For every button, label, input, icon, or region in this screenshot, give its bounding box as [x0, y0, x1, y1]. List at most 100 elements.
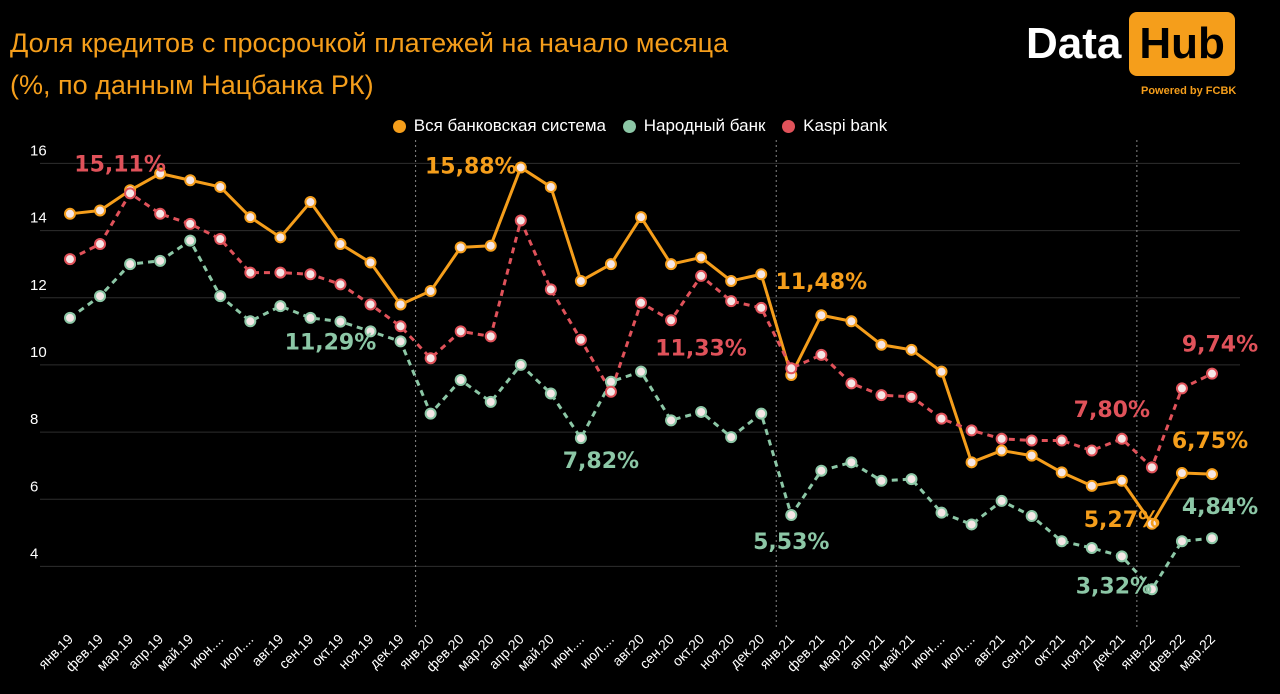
- data-point-kaspi: [785, 362, 798, 375]
- data-point-system: [1206, 468, 1218, 481]
- data-point-system: [905, 343, 918, 356]
- data-label: 15,11%: [74, 152, 166, 177]
- data-point-narodny: [845, 456, 858, 469]
- data-point-system: [1175, 467, 1188, 480]
- data-point-system: [214, 180, 227, 193]
- data-point-system: [484, 239, 497, 252]
- data-point-kaspi: [274, 266, 287, 279]
- data-point-narodny: [304, 311, 317, 324]
- data-point-kaspi: [1055, 434, 1068, 447]
- data-point-system: [845, 315, 858, 328]
- data-point-system: [184, 174, 197, 187]
- data-label: 3,32%: [1076, 574, 1152, 599]
- legend-dot-system: [392, 119, 406, 133]
- data-point-kaspi: [905, 390, 918, 403]
- data-point-narodny: [1175, 535, 1188, 548]
- y-tick-label: 10: [30, 344, 47, 361]
- data-point-kaspi: [815, 348, 828, 361]
- y-tick-label: 4: [30, 545, 38, 562]
- data-point-narodny: [1145, 583, 1158, 596]
- data-point-kaspi: [965, 424, 978, 437]
- legend-item-narodny: Народный банк: [622, 116, 766, 136]
- data-point-system: [244, 211, 257, 224]
- data-point-kaspi: [725, 295, 738, 308]
- data-point-narodny: [94, 290, 107, 303]
- data-point-narodny: [1055, 535, 1068, 548]
- data-point-kaspi: [514, 214, 527, 227]
- data-point-narodny: [875, 474, 888, 487]
- legend-label-system: Вся банковская система: [413, 116, 607, 135]
- data-point-kaspi: [364, 298, 377, 311]
- data-point-system: [364, 256, 377, 269]
- data-point-system: [1055, 466, 1068, 479]
- y-tick-label: 14: [30, 210, 47, 227]
- data-point-narodny: [604, 375, 617, 388]
- data-label: 5,27%: [1084, 508, 1160, 533]
- data-point-kaspi: [604, 385, 617, 398]
- x-tick-label: июл....: [216, 631, 257, 672]
- data-point-kaspi: [875, 389, 888, 402]
- data-label: 7,82%: [563, 449, 639, 474]
- legend-label-narodny: Народный банк: [643, 116, 766, 135]
- data-point-narodny: [935, 506, 948, 519]
- data-point-narodny: [755, 407, 768, 420]
- logo-data-text: Data: [1026, 19, 1122, 68]
- logo-powered-by: Powered by FCBK: [1141, 85, 1237, 97]
- data-point-system: [514, 161, 527, 174]
- data-label: 11,33%: [655, 336, 747, 361]
- data-point-kaspi: [424, 352, 437, 365]
- legend-label-kaspi: Kaspi bank: [803, 116, 888, 135]
- data-label: 9,74%: [1182, 333, 1258, 358]
- x-tick-label: июл....: [576, 631, 617, 672]
- data-point-narodny: [64, 311, 76, 324]
- data-point-narodny: [815, 464, 828, 477]
- data-point-narodny: [154, 254, 167, 267]
- data-point-narodny: [244, 315, 257, 328]
- data-point-narodny: [995, 494, 1008, 507]
- data-point-narodny: [484, 395, 497, 408]
- data-point-kaspi: [334, 278, 347, 291]
- data-point-system: [935, 365, 948, 378]
- data-point-system: [725, 274, 738, 287]
- y-tick-label: 6: [30, 478, 38, 495]
- legend-item-kaspi: Kaspi bank: [782, 116, 887, 136]
- data-point-narodny: [1085, 541, 1098, 554]
- data-point-system: [755, 268, 768, 281]
- chart-title-line1: Доля кредитов с просрочкой платежей на н…: [10, 28, 729, 58]
- data-point-system: [394, 298, 407, 311]
- data-point-system: [64, 207, 76, 220]
- data-point-system: [424, 285, 437, 298]
- chart-title: Доля кредитов с просрочкой платежей на н…: [10, 22, 728, 106]
- data-point-kaspi: [1085, 444, 1098, 457]
- data-point-kaspi: [454, 325, 467, 338]
- data-point-narodny: [905, 473, 918, 486]
- data-point-kaspi: [184, 217, 197, 230]
- data-point-system: [304, 196, 317, 209]
- data-point-kaspi: [574, 333, 587, 346]
- data-point-kaspi: [1206, 367, 1218, 380]
- x-tick-label: сен.19: [276, 631, 317, 672]
- data-label: 5,53%: [753, 530, 829, 555]
- data-point-narodny: [214, 290, 227, 303]
- data-point-narodny: [965, 518, 978, 531]
- data-point-system: [274, 231, 287, 244]
- data-point-kaspi: [244, 266, 257, 279]
- data-point-kaspi: [544, 283, 557, 296]
- data-point-narodny: [635, 365, 647, 378]
- data-point-system: [1025, 449, 1038, 462]
- data-point-kaspi: [1025, 434, 1038, 447]
- data-point-narodny: [574, 432, 587, 445]
- y-tick-label: 12: [30, 277, 47, 294]
- data-point-system: [154, 167, 167, 180]
- data-point-system: [995, 444, 1008, 457]
- data-point-kaspi: [635, 296, 647, 309]
- data-point-system: [815, 309, 828, 322]
- data-point-system: [695, 251, 708, 264]
- data-point-system: [665, 258, 678, 271]
- data-point-narodny: [725, 431, 738, 444]
- data-point-system: [454, 241, 467, 254]
- data-point-kaspi: [755, 301, 768, 314]
- data-point-narodny: [334, 315, 347, 328]
- legend-dot-kaspi: [782, 119, 796, 133]
